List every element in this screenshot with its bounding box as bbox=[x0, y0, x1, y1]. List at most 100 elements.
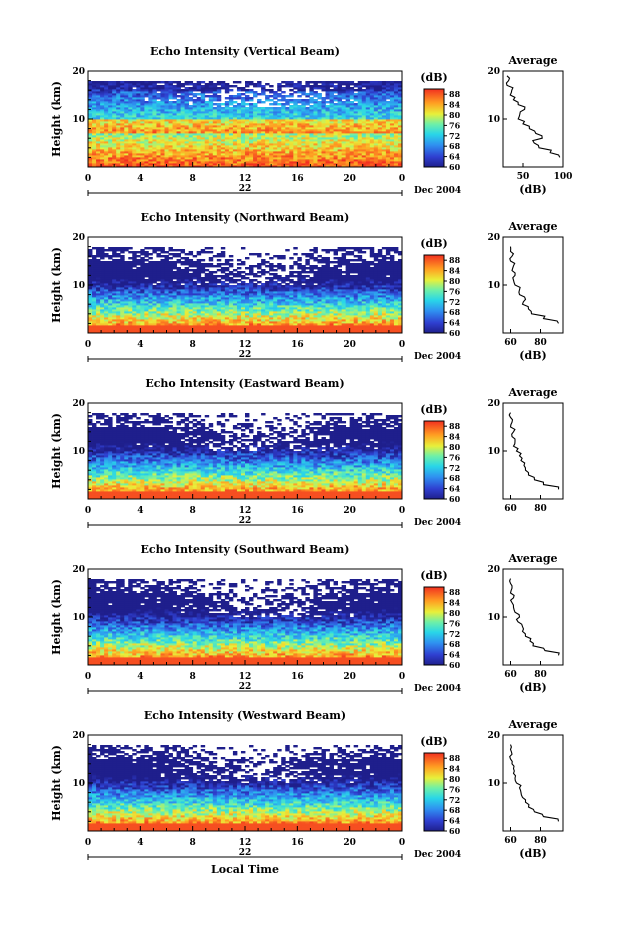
heatmap-cell bbox=[92, 81, 96, 83]
heatmap-cell bbox=[177, 95, 181, 97]
heatmap-cell bbox=[366, 81, 370, 83]
heatmap-cell bbox=[265, 107, 269, 109]
heatmap-cell bbox=[277, 103, 281, 105]
heatmap-cell bbox=[160, 81, 164, 83]
heatmap-cell bbox=[245, 81, 249, 83]
heatmap-cell bbox=[374, 81, 378, 83]
panel-1: Echo Intensity (Northward Beam)2010Heigh… bbox=[50, 211, 563, 362]
heatmap-cell bbox=[237, 87, 241, 89]
heatmap-cell bbox=[169, 81, 173, 83]
x-tick-label: 16 bbox=[291, 174, 304, 184]
heatmap-cell bbox=[293, 99, 297, 101]
heatmap-cell bbox=[317, 81, 321, 83]
heatmap-cell bbox=[277, 93, 281, 95]
heatmap-cell bbox=[213, 103, 217, 105]
colorbar-tick-label: 76 bbox=[449, 120, 461, 130]
x-tick-label: 0 bbox=[85, 174, 91, 184]
heatmap-cell bbox=[173, 85, 177, 87]
heatmap-cell bbox=[354, 83, 358, 85]
heatmap-cell bbox=[289, 105, 293, 107]
heatmap-cell bbox=[313, 99, 317, 101]
heatmap-cell bbox=[273, 107, 277, 109]
heatmap-cell bbox=[88, 81, 92, 83]
heatmap-cell bbox=[100, 81, 104, 83]
heatmap-cell bbox=[241, 97, 245, 99]
heatmap-cell bbox=[277, 83, 281, 85]
heatmap-cell bbox=[164, 81, 168, 83]
heatmap-cell bbox=[309, 81, 313, 83]
profile-frame bbox=[503, 71, 563, 167]
profile-y-tick-label: 10 bbox=[487, 115, 500, 125]
heatmap-cell bbox=[197, 81, 201, 83]
heatmap-cell bbox=[209, 81, 213, 83]
heatmap-cell bbox=[225, 83, 229, 85]
heatmap-cell bbox=[201, 85, 205, 87]
heatmap-cell bbox=[390, 81, 394, 83]
heatmap-cell bbox=[177, 99, 181, 101]
heatmap-cell bbox=[317, 85, 321, 87]
heatmap-cell bbox=[334, 95, 338, 97]
panel-title: Echo Intensity (Vertical Beam) bbox=[150, 45, 340, 58]
heatmap-cell bbox=[152, 81, 156, 83]
heatmap-cell bbox=[245, 89, 249, 91]
heatmap-cell bbox=[265, 83, 269, 85]
heatmap-cell bbox=[197, 93, 201, 95]
panel-0: Echo Intensity (Vertical Beam)2010Height… bbox=[50, 45, 572, 196]
heatmap-cell bbox=[281, 91, 285, 93]
heatmap-cell bbox=[177, 81, 181, 83]
heatmap-cell bbox=[205, 95, 209, 97]
heatmap-cell bbox=[156, 101, 160, 103]
colorbar-tick-label: 72 bbox=[449, 131, 460, 141]
heatmap-cell bbox=[201, 81, 205, 83]
heatmap-cell bbox=[229, 85, 233, 87]
x-tick-label: 12 bbox=[239, 174, 252, 184]
heatmap-cell bbox=[342, 87, 346, 89]
heatmap-cell bbox=[281, 81, 285, 83]
heatmap-cell bbox=[309, 105, 313, 107]
heatmap-cell bbox=[354, 103, 358, 105]
heatmap-cell bbox=[144, 101, 148, 103]
heatmap-cell bbox=[169, 101, 173, 103]
heatmap-cell bbox=[189, 87, 193, 89]
heatmap-cell bbox=[237, 93, 241, 95]
heatmap-cell bbox=[128, 81, 132, 83]
heatmap-cell bbox=[229, 95, 233, 97]
heatmap-cell bbox=[297, 95, 301, 97]
heatmap-cell bbox=[281, 85, 285, 87]
heatmap-cell bbox=[261, 107, 265, 109]
panel-title: Echo Intensity (Northward Beam) bbox=[141, 211, 350, 224]
heatmap-cell bbox=[189, 81, 193, 83]
heatmap-cell bbox=[132, 89, 136, 91]
heatmap-cell bbox=[277, 99, 281, 101]
heatmap-cell bbox=[313, 81, 317, 83]
heatmap-cell bbox=[261, 101, 265, 103]
heatmap-cell bbox=[309, 85, 313, 87]
heatmap-cell bbox=[120, 81, 124, 83]
heatmap-cell bbox=[386, 81, 390, 83]
heatmap-cell bbox=[221, 107, 225, 109]
profile-title: Average bbox=[507, 54, 557, 67]
heatmap-cell bbox=[213, 83, 217, 85]
y-tick-label: 10 bbox=[72, 115, 85, 125]
profile-y-tick-label: 20 bbox=[487, 67, 500, 77]
heatmap-cell bbox=[185, 81, 189, 83]
heatmap-cell bbox=[205, 101, 209, 103]
heatmap-cell bbox=[132, 81, 136, 83]
profile-line bbox=[506, 76, 559, 158]
heatmap-cell bbox=[269, 85, 273, 87]
heatmap-cell bbox=[338, 81, 342, 83]
heatmap-cell bbox=[273, 91, 277, 93]
heatmap-cell bbox=[321, 81, 325, 83]
colorbar-tick-label: 60 bbox=[449, 162, 461, 172]
heatmap-cell bbox=[249, 103, 253, 105]
heatmap-cell bbox=[289, 93, 293, 95]
heatmap-cell bbox=[140, 81, 144, 83]
heatmap-cell bbox=[249, 89, 253, 91]
heatmap-cell bbox=[249, 97, 253, 99]
heatmap-cell bbox=[213, 107, 217, 109]
heatmap-cell bbox=[173, 101, 177, 103]
heatmap-cell bbox=[116, 81, 120, 83]
heatmap-cell bbox=[257, 107, 261, 109]
heatmap-cell bbox=[181, 83, 185, 85]
